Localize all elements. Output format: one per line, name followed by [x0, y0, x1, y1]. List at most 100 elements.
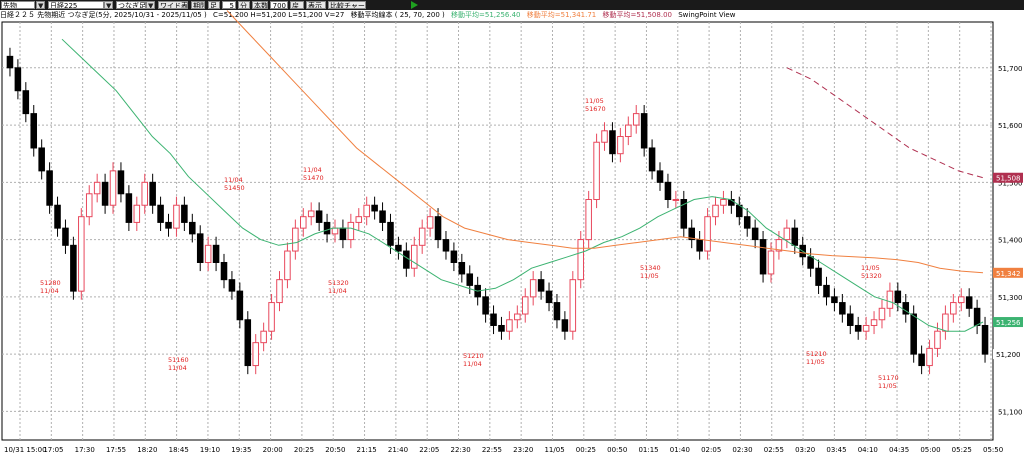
candle-body [625, 124, 632, 138]
chart-title: 日経２２５ 先物期近 つなぎ足(5分, 2025/10/31 - 2025/11… [0, 11, 207, 19]
candle-body [664, 181, 672, 201]
play-icon[interactable] [410, 1, 418, 9]
time-axis-label: 00:50 [607, 446, 627, 454]
compare-chart-button[interactable]: 比較チャート [328, 1, 366, 9]
time-axis-label: 17:55 [106, 446, 126, 454]
candle-body [403, 250, 410, 269]
candle-body [846, 313, 854, 326]
candle-body [902, 302, 910, 315]
count-input[interactable]: 700 [270, 1, 288, 9]
symbol-dropdown-arrow-icon[interactable]: ▼ [104, 1, 113, 9]
candle-body [101, 181, 109, 206]
time-axis-label: 21:15 [357, 446, 377, 454]
candle-body [965, 296, 973, 309]
candle-body [252, 342, 259, 367]
time-axis-label: 05:00 [920, 446, 940, 454]
candle-body [601, 130, 608, 143]
candle-body [918, 353, 925, 367]
candle-body [926, 347, 933, 367]
ma-param-label: 移動平均線本 ( 25, 70, 200 ) [350, 11, 445, 19]
price-axis-label: 51,600 [998, 122, 1023, 130]
candle-body [720, 199, 727, 206]
candle-body [466, 273, 474, 286]
candle-body [268, 302, 275, 332]
mode-select[interactable]: つなぎ足 [116, 1, 146, 9]
candle-body [680, 199, 688, 229]
mode-dropdown-arrow-icon[interactable]: ▼ [146, 1, 155, 9]
ma-short-readout: 移動平均=51,256.40 [451, 11, 521, 19]
time-axis-label: 20:25 [294, 446, 314, 454]
period-button[interactable]: 期間 [191, 1, 205, 9]
wide-view-button[interactable]: ワイド表示 [158, 1, 188, 9]
candle-body [260, 330, 267, 344]
swing-point-label: 51160 [168, 356, 189, 364]
candle-body [387, 221, 394, 246]
candle-body [315, 210, 323, 223]
candle-body [759, 239, 767, 275]
interval-input[interactable]: 5 [222, 1, 236, 9]
ma-short-line [61, 38, 984, 332]
candle-body [149, 181, 156, 206]
candle-body [212, 244, 220, 263]
candle-body [934, 330, 941, 349]
candle-body [78, 216, 85, 292]
back-button[interactable]: 戻 [290, 1, 304, 9]
time-axis-label: 03:45 [826, 446, 846, 454]
plot-area [1, 21, 994, 441]
candle-body [70, 244, 77, 292]
swing-point-label: 11/04 [303, 166, 322, 174]
price-axis-label: 51,700 [998, 65, 1023, 73]
candle-body [458, 261, 466, 275]
candle-body [617, 136, 624, 155]
candle-body [331, 227, 339, 235]
candle-body [569, 279, 577, 332]
chart-info-bar: 日経２２５ 先物期近 つなぎ足(5分, 2025/10/31 - 2025/11… [0, 10, 1024, 21]
candle-body [593, 141, 600, 201]
swing-point-label: 11/05 [640, 272, 659, 280]
candle-body [585, 199, 592, 241]
candle-body [537, 279, 545, 292]
candle-body [529, 279, 537, 298]
candle-body [14, 67, 22, 92]
price-axis-label: 51,100 [998, 408, 1023, 416]
candle-body [236, 290, 244, 321]
candle-body [950, 302, 957, 315]
swing-point-label: 11/04 [168, 364, 187, 372]
candle-body [648, 147, 656, 172]
time-axis-label: 20:50 [325, 446, 345, 454]
toolbar: 先物 ▼ 日経225 ▼ つなぎ足 ▼ ワイド表示 期間 足 5 分 本数 70… [0, 0, 1024, 10]
candle-body [189, 221, 196, 235]
market-select[interactable]: 先物 [1, 1, 35, 9]
candle-body [347, 221, 355, 241]
candle-body [957, 296, 965, 304]
price-axis-label: 51,400 [998, 237, 1023, 245]
candle-body [981, 324, 989, 355]
last-price-tag-bg [993, 349, 1023, 360]
symbol-select[interactable]: 日経225 [48, 1, 104, 9]
candle-body [276, 279, 283, 304]
candle-body [165, 221, 172, 229]
time-axis-label: 22:30 [451, 446, 471, 454]
candle-body [300, 216, 307, 229]
time-axis-label: 19:10 [200, 446, 220, 454]
candle-body [553, 302, 561, 321]
candle-body [823, 284, 830, 298]
market-dropdown-arrow-icon[interactable]: ▼ [36, 1, 45, 9]
candle-body [38, 147, 45, 172]
candle-body [767, 250, 775, 275]
swing-point-label: 11/05 [806, 358, 825, 366]
candle-body [696, 239, 703, 252]
time-axis-label: 17:05 [43, 446, 63, 454]
ma-long-tag: 51,508 [996, 175, 1021, 183]
time-axis-label: 03:20 [795, 446, 815, 454]
candle-body [46, 170, 53, 206]
ma-mid-line [226, 10, 984, 274]
candle-body [117, 170, 125, 195]
price-axis-label: 51,300 [998, 294, 1023, 302]
candle-body [577, 239, 585, 281]
display-button[interactable]: 表示 [306, 1, 326, 9]
candle-body [133, 204, 141, 223]
foot-button[interactable]: 足 [208, 1, 220, 9]
ma-mid-readout: 移動平均=51,341.71 [526, 11, 597, 19]
